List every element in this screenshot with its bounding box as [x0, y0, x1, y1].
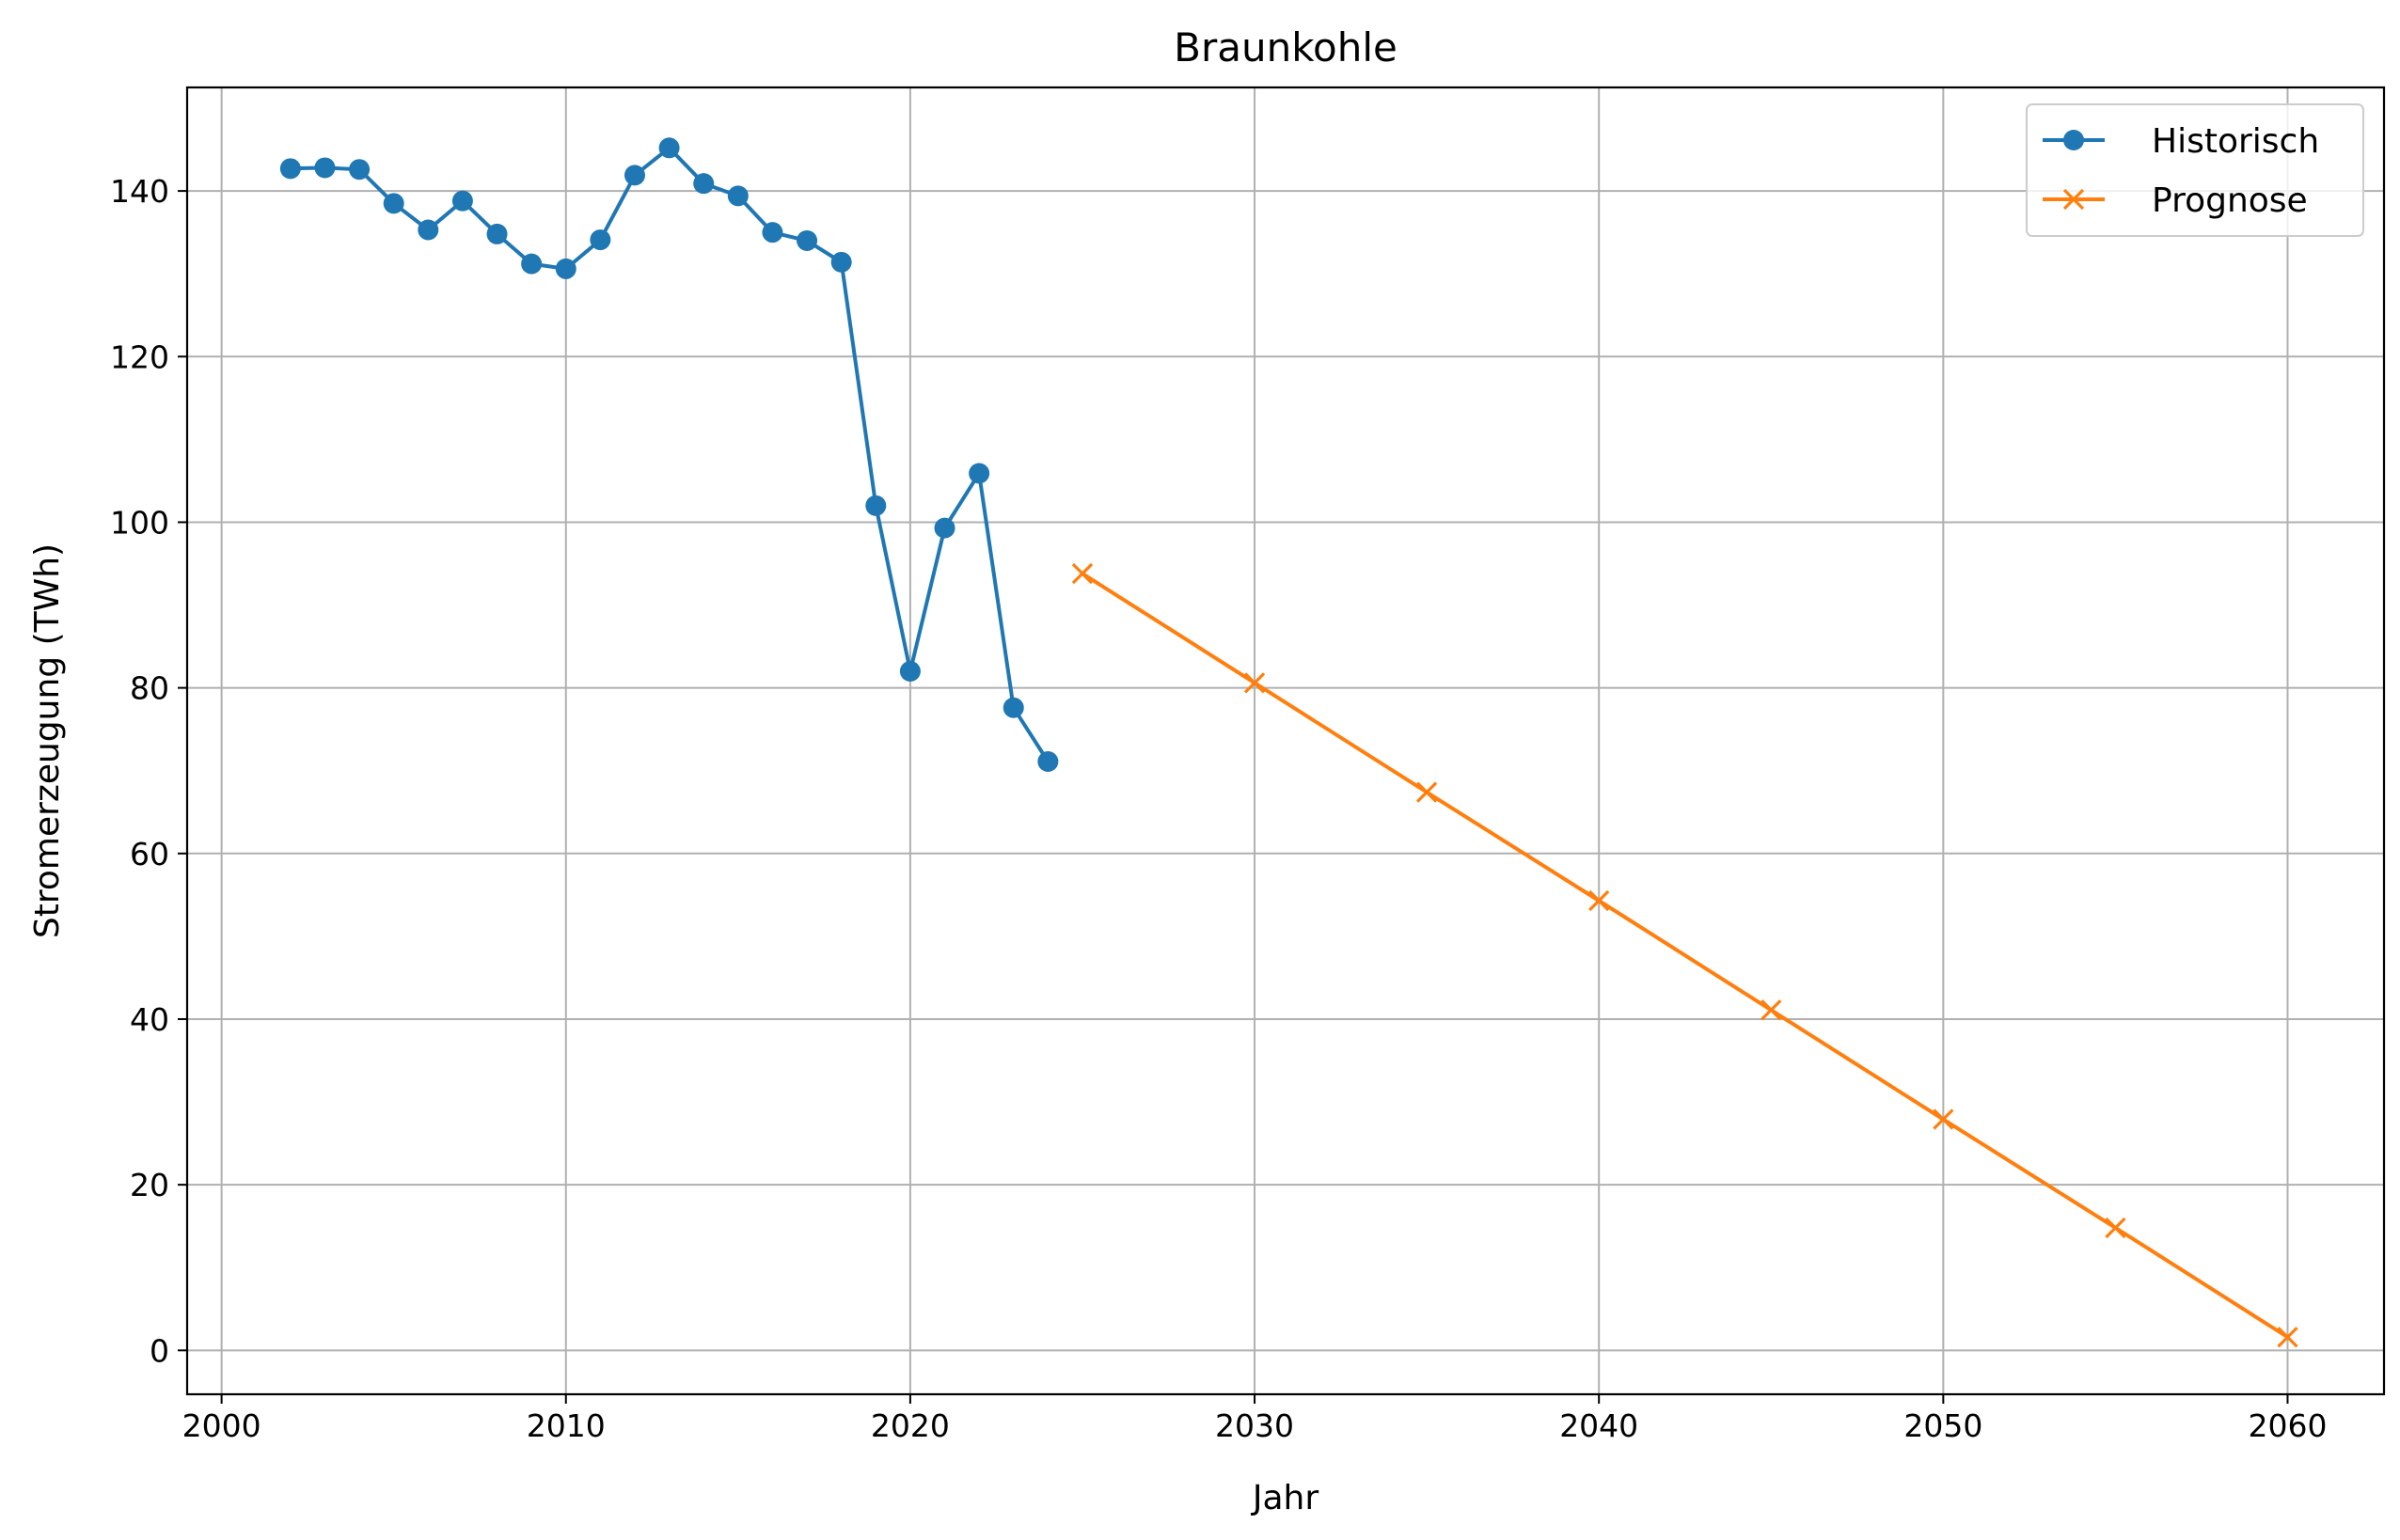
legend-box — [2026, 103, 2364, 237]
x-tick-label-2000: 2000 — [182, 1407, 261, 1444]
data-point-historisch-2018 — [830, 251, 852, 273]
y-tick-label-120: 120 — [110, 338, 169, 375]
data-point-historisch-2012 — [624, 165, 645, 186]
x-axis-label: Jahr — [1251, 1479, 1318, 1517]
grid — [187, 87, 2384, 1394]
data-point-prognose-2035 — [1415, 781, 1438, 803]
data-point-historisch-2004 — [349, 159, 371, 181]
data-point-historisch-2014 — [693, 173, 715, 195]
data-point-historisch-2022 — [969, 463, 990, 484]
plot-frame — [185, 86, 2386, 1396]
data-point-prognose-2050 — [1933, 1108, 1954, 1130]
y-tick-label-140: 140 — [110, 173, 169, 210]
ticks: 2000 2010 2020 2030 2040 2050 2060020406080100… — [110, 173, 2327, 1444]
y-tick-label-60: 60 — [130, 836, 169, 872]
data-point-historisch-2002 — [279, 158, 301, 180]
legend-label-prognose: Prognose — [2152, 181, 2308, 220]
data-point-historisch-2016 — [762, 222, 783, 244]
data-point-historisch-2017 — [797, 229, 818, 251]
data-point-prognose-2045 — [1761, 999, 1782, 1021]
data-point-historisch-2013 — [658, 137, 680, 159]
y-tick-label-0: 0 — [150, 1332, 169, 1369]
legend: Historisch Prognose — [2026, 103, 2364, 237]
x-tick-label-2060: 2060 — [2248, 1407, 2327, 1444]
data-point-historisch-2008 — [486, 223, 508, 244]
data-point-prognose-2055 — [2105, 1217, 2126, 1239]
data-point-historisch-2015 — [727, 185, 749, 207]
data-point-historisch-2003 — [314, 157, 336, 179]
x-tick-label-2040: 2040 — [1559, 1407, 1638, 1444]
legend-marker-historisch — [2063, 130, 2084, 150]
y-axis-label: Stromerzeugung (TWh) — [28, 543, 67, 938]
x-tick-label-2030: 2030 — [1215, 1407, 1294, 1444]
data-point-historisch-2023 — [1003, 697, 1024, 718]
x-tick-label-2020: 2020 — [871, 1407, 950, 1444]
legend-label-historisch: Historisch — [2152, 122, 2319, 161]
data-point-historisch-2006 — [418, 219, 439, 241]
legend-marker-prognose — [2062, 188, 2085, 211]
x-tick-label-2050: 2050 — [1903, 1407, 1982, 1444]
data-point-historisch-2005 — [383, 193, 404, 214]
data-point-historisch-2010 — [555, 258, 576, 279]
data-point-historisch-2019 — [865, 495, 887, 516]
data-point-historisch-2011 — [590, 229, 611, 251]
y-tick-label-100: 100 — [110, 504, 169, 541]
data-point-prognose-2060 — [2277, 1327, 2298, 1348]
chart-title: Braunkohle — [1174, 24, 1397, 71]
data-point-historisch-2021 — [934, 517, 955, 539]
data-point-prognose-2040 — [1588, 889, 1610, 912]
series-layer — [279, 137, 2298, 1348]
data-point-historisch-2024 — [1037, 751, 1059, 773]
data-point-historisch-2009 — [521, 253, 543, 275]
series-line-prognose — [1081, 572, 2289, 1339]
x-tick-label-2010: 2010 — [527, 1407, 606, 1444]
data-point-historisch-2007 — [451, 190, 473, 212]
y-tick-label-20: 20 — [130, 1167, 169, 1203]
data-point-prognose-2030 — [1243, 672, 1266, 694]
data-point-prognose-2025 — [1071, 562, 1094, 585]
y-tick-label-40: 40 — [130, 1001, 169, 1038]
y-tick-label-80: 80 — [130, 670, 169, 707]
data-point-historisch-2020 — [899, 661, 921, 683]
